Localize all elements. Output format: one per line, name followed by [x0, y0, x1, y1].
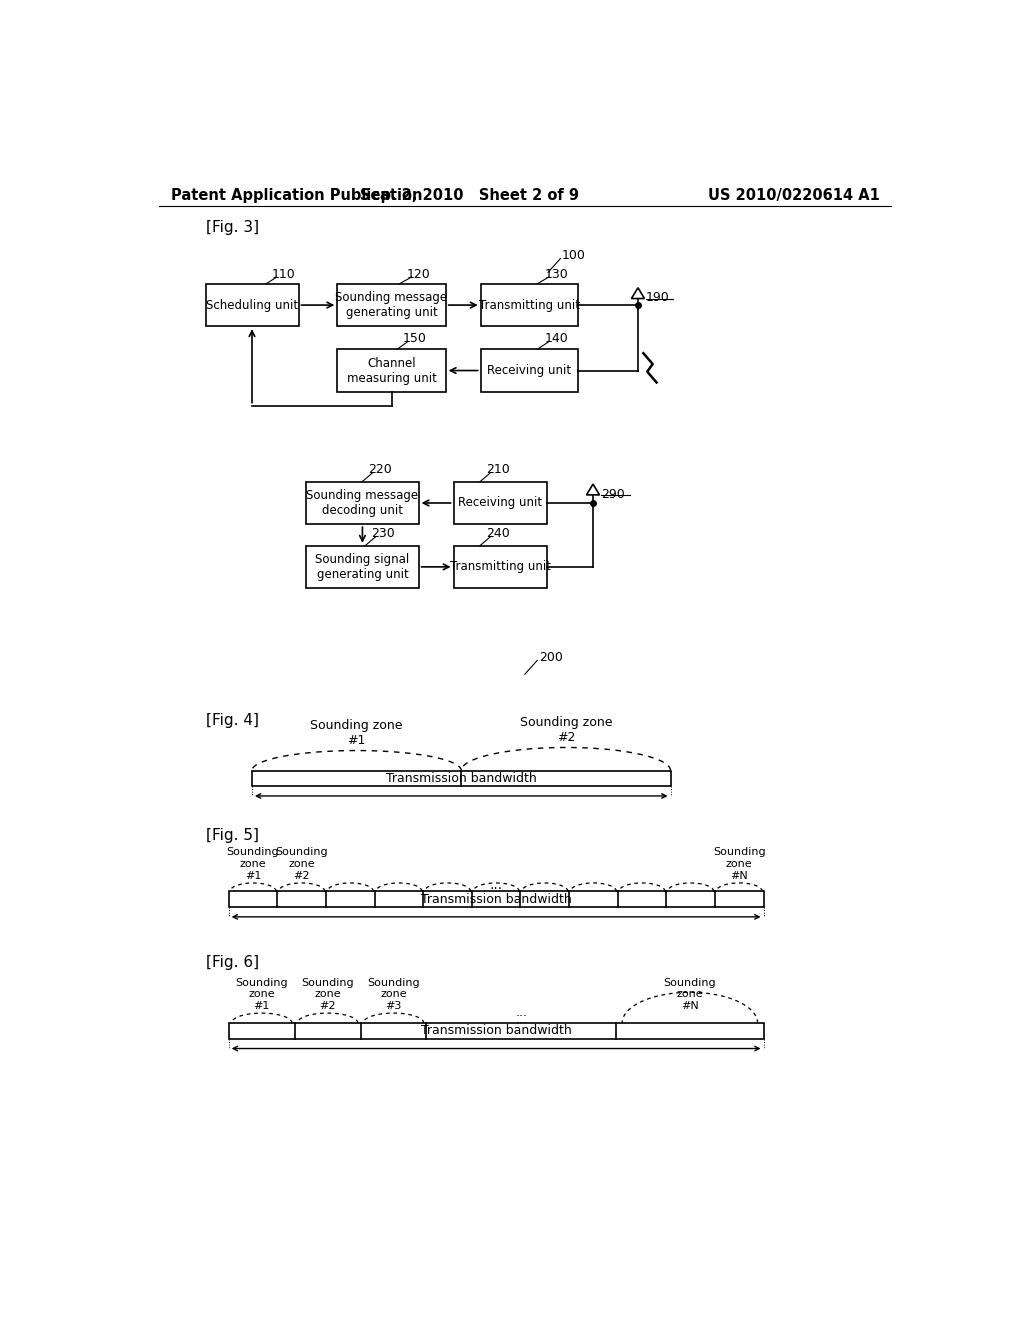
- Text: 100: 100: [562, 249, 586, 263]
- FancyBboxPatch shape: [252, 771, 671, 785]
- Text: 290: 290: [601, 487, 625, 500]
- FancyBboxPatch shape: [480, 284, 578, 326]
- FancyBboxPatch shape: [306, 545, 419, 589]
- Text: Transmitting unit: Transmitting unit: [450, 561, 551, 573]
- Text: 120: 120: [407, 268, 431, 281]
- Text: Sounding
zone
#3: Sounding zone #3: [368, 978, 420, 1011]
- Text: Receiving unit: Receiving unit: [458, 496, 542, 510]
- Text: 230: 230: [372, 527, 395, 540]
- Text: Transmission bandwidth: Transmission bandwidth: [421, 1024, 571, 1038]
- FancyBboxPatch shape: [206, 284, 299, 326]
- Text: Transmission bandwidth: Transmission bandwidth: [386, 772, 537, 785]
- Text: Sounding
zone
#2: Sounding zone #2: [301, 978, 354, 1011]
- Text: 190: 190: [646, 290, 670, 304]
- Text: Transmitting unit: Transmitting unit: [478, 298, 580, 312]
- Text: [Fig. 5]: [Fig. 5]: [206, 829, 258, 843]
- FancyBboxPatch shape: [337, 284, 445, 326]
- Text: Sounding message
decoding unit: Sounding message decoding unit: [306, 488, 419, 517]
- Text: Channel
measuring unit: Channel measuring unit: [346, 356, 436, 384]
- Text: [Fig. 4]: [Fig. 4]: [206, 713, 258, 727]
- FancyBboxPatch shape: [337, 350, 445, 392]
- Text: 130: 130: [544, 268, 568, 281]
- Text: Sep. 2, 2010   Sheet 2 of 9: Sep. 2, 2010 Sheet 2 of 9: [359, 187, 579, 203]
- Text: Sounding
zone
#N: Sounding zone #N: [664, 978, 716, 1011]
- Text: 240: 240: [486, 527, 510, 540]
- FancyBboxPatch shape: [306, 482, 419, 524]
- Text: Sounding
zone
#1: Sounding zone #1: [236, 978, 288, 1011]
- Text: [Fig. 6]: [Fig. 6]: [206, 956, 259, 970]
- Text: Scheduling unit: Scheduling unit: [206, 298, 298, 312]
- Text: 200: 200: [539, 651, 562, 664]
- Text: ...: ...: [515, 1014, 527, 1026]
- Text: Sounding signal
generating unit: Sounding signal generating unit: [315, 553, 410, 581]
- Text: Receiving unit: Receiving unit: [487, 364, 571, 378]
- Text: Sounding zone
#1: Sounding zone #1: [310, 719, 402, 747]
- FancyBboxPatch shape: [480, 350, 578, 392]
- Text: Patent Application Publication: Patent Application Publication: [171, 187, 422, 203]
- Text: 210: 210: [486, 463, 510, 477]
- Text: ...: ...: [515, 1006, 527, 1019]
- Text: 140: 140: [544, 333, 568, 346]
- Text: ...: ...: [489, 878, 503, 892]
- Text: 150: 150: [403, 333, 427, 346]
- FancyBboxPatch shape: [228, 1023, 764, 1039]
- Text: Sounding message
generating unit: Sounding message generating unit: [336, 292, 447, 319]
- Text: Sounding
zone
#1: Sounding zone #1: [226, 847, 280, 880]
- Text: [Fig. 3]: [Fig. 3]: [206, 220, 259, 235]
- Text: 110: 110: [271, 268, 295, 281]
- Text: US 2010/0220614 A1: US 2010/0220614 A1: [708, 187, 880, 203]
- Text: 220: 220: [369, 463, 392, 477]
- Text: Sounding zone
#2: Sounding zone #2: [519, 717, 612, 744]
- FancyBboxPatch shape: [454, 545, 547, 589]
- FancyBboxPatch shape: [228, 891, 764, 907]
- Text: Sounding
zone
#2: Sounding zone #2: [275, 847, 328, 880]
- FancyBboxPatch shape: [454, 482, 547, 524]
- Text: Transmission bandwidth: Transmission bandwidth: [421, 892, 571, 906]
- Text: Sounding
zone
#N: Sounding zone #N: [713, 847, 766, 880]
